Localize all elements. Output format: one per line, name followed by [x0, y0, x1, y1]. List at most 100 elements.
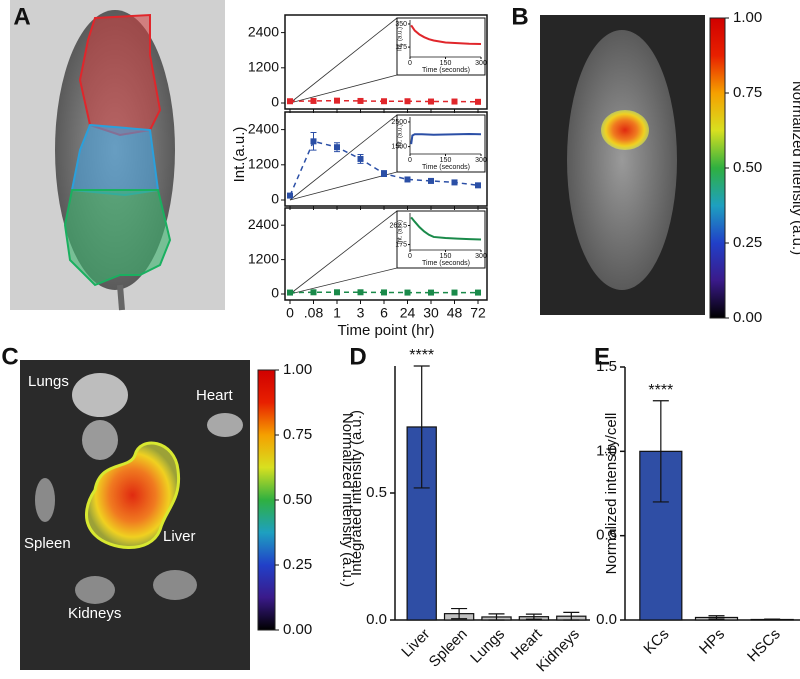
- y-tick-label: 1200: [248, 250, 279, 266]
- marker: [334, 144, 340, 151]
- marker: [451, 98, 458, 105]
- x-tick-label: HPs: [696, 626, 728, 658]
- photo-a: [10, 0, 225, 311]
- connector-line: [289, 114, 398, 201]
- plot-frame: [284, 207, 488, 301]
- inset-x-tick-label: 150: [440, 157, 452, 164]
- inset-line: [410, 24, 482, 46]
- significance: ****: [409, 347, 434, 364]
- organ-label: Heart: [196, 387, 234, 404]
- panel-label: C: [1, 343, 18, 370]
- marker: [310, 138, 317, 145]
- inset-y-label: Int. (a.u.): [398, 220, 404, 244]
- marker: [475, 182, 481, 189]
- inset-x-tick-label: 0: [408, 253, 412, 260]
- inset-y-tick-label: 2500: [391, 119, 407, 126]
- x-tick-label: 24: [400, 305, 416, 321]
- inset-x-tick-label: 300: [475, 60, 487, 67]
- panel-label: D: [349, 343, 366, 370]
- error-bar: [451, 607, 468, 620]
- marker: [357, 155, 364, 162]
- inset-x-tick-label: 150: [440, 253, 452, 260]
- marker: [310, 97, 317, 104]
- photo-b: [540, 15, 705, 315]
- x-tick-label: 3: [357, 305, 365, 321]
- inset-x-tick-label: 0: [408, 157, 412, 164]
- photo-c: [20, 360, 250, 670]
- x-tick-label: 1: [333, 305, 341, 321]
- marker: [404, 98, 411, 105]
- connector-line: [289, 74, 398, 104]
- y-tick-label: 0: [271, 94, 279, 110]
- colorbar-tick-label: 0.25: [283, 556, 312, 573]
- marker: [404, 289, 411, 296]
- panel-label: B: [511, 3, 528, 30]
- colorbar-tick-label: 1.00: [283, 361, 312, 378]
- inset-y-tick-label: 175: [395, 241, 407, 248]
- inset-x-label: Time (seconds): [422, 260, 470, 267]
- x-tick-label: 0: [286, 305, 294, 321]
- inset-x-label: Time (seconds): [422, 67, 470, 74]
- colorbar: [257, 369, 276, 631]
- error-bar: [413, 365, 430, 489]
- inset-y-label: Int. (a.u.): [398, 124, 404, 148]
- x-tick-label: 30: [423, 305, 439, 321]
- x-tick-label: 48: [447, 305, 463, 321]
- marker: [334, 97, 340, 104]
- x-tick-label: KCs: [640, 626, 672, 658]
- y-tick-label: 2400: [248, 216, 279, 232]
- x-tick-label: Spleen: [426, 626, 471, 671]
- marker: [475, 289, 481, 296]
- organ-label: Kidneys: [68, 605, 121, 622]
- organ-label: Lungs: [28, 373, 69, 390]
- y-axis-title: Normalized intensity/cell: [603, 413, 620, 575]
- error-bar: [652, 400, 669, 503]
- marker: [310, 289, 317, 296]
- error-bar: [488, 613, 505, 621]
- colorbar-tick-label: 0.75: [733, 84, 762, 101]
- y-tick-label: 0.0: [596, 611, 617, 628]
- colorbar-tick-label: 0.50: [283, 491, 312, 508]
- inset-y-tick-label: 262.5: [389, 222, 407, 229]
- x-tick-label: HSCs: [744, 626, 784, 666]
- plot-frame: [284, 14, 488, 110]
- y-tick-label: 0.5: [366, 484, 387, 501]
- colorbar-tick-label: 0.25: [733, 234, 762, 251]
- marker: [475, 98, 481, 105]
- significance: ****: [648, 382, 673, 399]
- colorbar-tick-label: 0.75: [283, 426, 312, 443]
- error-bar: [764, 618, 781, 621]
- inset-line: [410, 133, 482, 145]
- x-axis-title: Time point (hr): [338, 322, 435, 339]
- y-tick-label: 1200: [248, 59, 279, 75]
- colorbar: [709, 17, 726, 319]
- marker: [428, 289, 434, 296]
- marker: [451, 179, 458, 186]
- inset-y-tick-label: 1500: [391, 143, 407, 150]
- colorbar-tick-label: 1.00: [733, 9, 762, 26]
- inset-x-tick-label: 150: [440, 60, 452, 67]
- plot-frame: [284, 111, 488, 207]
- x-tick-label: 6: [380, 305, 388, 321]
- inset-y-label: Int. (a.u.): [398, 27, 404, 51]
- marker: [381, 170, 387, 177]
- inset-x-tick-label: 300: [475, 157, 487, 164]
- marker: [334, 289, 340, 296]
- marker: [381, 289, 387, 296]
- x-tick-label: Lungs: [467, 626, 508, 667]
- error-bar: [563, 611, 580, 621]
- connector-line: [289, 17, 398, 104]
- marker: [287, 98, 293, 105]
- y-tick-label: 0.5: [596, 527, 617, 544]
- colorbar-tick-label: 0.00: [733, 309, 762, 326]
- x-tick-label: .08: [304, 305, 324, 321]
- inset-x-tick-label: 0: [408, 60, 412, 67]
- colorbar-tick-label: 0.50: [733, 159, 762, 176]
- marker: [404, 176, 411, 183]
- connector-line: [289, 171, 398, 201]
- marker: [451, 289, 458, 296]
- panel-label: A: [13, 3, 30, 30]
- inset-y-tick-label: 175: [395, 44, 407, 51]
- inset-y-tick-label: 350: [395, 21, 407, 28]
- y-axis-title: Int.(a.u.): [231, 127, 248, 183]
